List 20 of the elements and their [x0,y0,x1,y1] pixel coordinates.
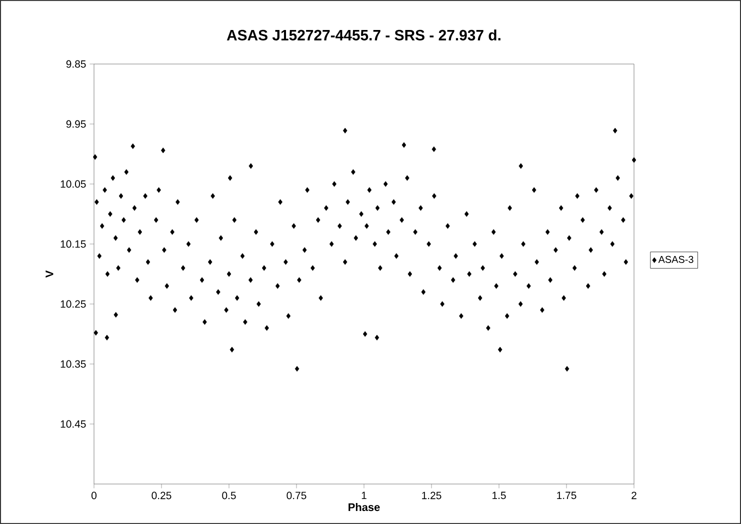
x-tick-label: 0 [91,492,96,500]
y-tick-label: 10.15 [60,240,86,248]
x-tick-label: 1.25 [422,492,442,500]
y-tick-label: 10.45 [60,420,86,428]
x-tick-label: 0.25 [152,492,172,500]
chart-title: ASAS J152727-4455.7 - SRS - 27.937 d. [226,30,500,41]
y-axis-title: V [46,270,54,278]
legend-label: ASAS-3 [658,256,694,263]
x-tick-label: 2 [632,492,636,500]
y-tick-label: 10.25 [60,300,86,308]
y-tick-label: 10.05 [60,180,86,188]
x-tick-label: 1.75 [557,492,576,500]
y-tick-label: 10.35 [60,360,86,368]
x-tick-label: 0.5 [222,492,236,500]
x-axis-title: Phase [348,503,380,512]
y-tick-label: 9.95 [66,120,86,128]
y-tick-label: 9.85 [66,60,86,68]
x-tick-label: 1 [362,492,366,499]
x-tick-label: 1.5 [492,492,506,500]
x-tick-label: 0.75 [286,492,306,500]
